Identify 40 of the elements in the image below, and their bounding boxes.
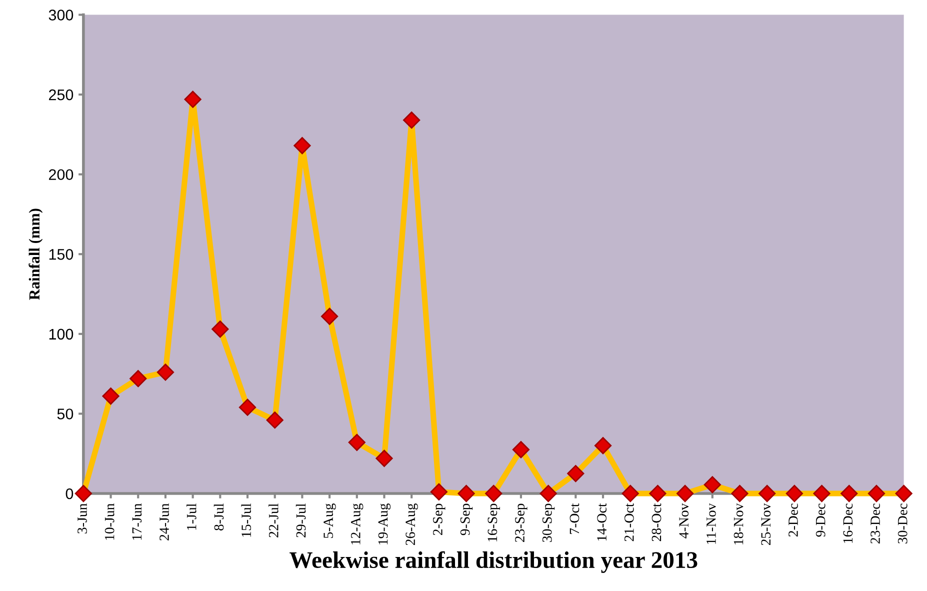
x-tick-label: 30-Sep: [542, 504, 555, 542]
x-tick-label: 16-Sep: [488, 504, 500, 542]
x-tick-label: 24-Jun: [160, 503, 169, 540]
x-tick-label: 9-Sep: [460, 504, 473, 536]
x-axis-title: Weekwise rainfall distribution year 2013: [290, 551, 698, 573]
y-tick-label: 100: [49, 328, 74, 340]
x-tick-label: 15-Jul: [241, 503, 251, 537]
x-tick-label: 8-Jul: [214, 503, 224, 530]
x-tick-label: 7-Oct: [570, 503, 580, 534]
x-tick-label: 18-Nov: [734, 503, 744, 544]
y-tick-label: 250: [48, 89, 74, 100]
x-tick-label: 19-Aug: [378, 503, 391, 544]
x-tick-label: 2-Sep: [433, 504, 446, 535]
y-tick-label: 0: [66, 488, 74, 500]
x-tick-label: 1-Jul: [186, 503, 196, 530]
y-tick-label: 50: [57, 408, 74, 420]
x-tick-label: 28-Oct: [652, 503, 662, 542]
x-tick-label: 25-Nov: [761, 503, 771, 546]
x-tick-label: 16-Dec: [843, 504, 853, 543]
x-tick-label: 23-Sep: [515, 504, 528, 542]
x-tick-label: 3-Jun: [78, 503, 87, 534]
x-tick-label: 30-Dec: [898, 504, 908, 544]
y-axis-title: Rainfall (mm): [28, 208, 43, 300]
x-tick-label: 12-Aug: [351, 503, 364, 544]
x-tick-label: 10-Jun: [104, 503, 114, 540]
y-tick-label: 150: [49, 249, 74, 260]
x-tick-label: 23-Dec: [870, 504, 880, 544]
x-tick-label: 22-Jul: [268, 503, 278, 538]
x-tick-label: 17-Jun: [132, 503, 142, 540]
x-tick-label: 4-Nov: [679, 503, 689, 538]
x-tick-label: 21-Oct: [624, 503, 634, 542]
y-tick-label: 300: [48, 10, 74, 20]
x-tick-label: 29-Jul: [296, 503, 306, 538]
x-tick-label: 26-Aug: [406, 503, 418, 546]
x-tick-label: 14-Oct: [597, 503, 606, 541]
x-tick-label: 5-Aug: [324, 503, 336, 538]
x-tick-label: 2-Dec: [788, 504, 798, 537]
y-tick-label: 200: [48, 169, 74, 180]
x-tick-label: 11-Nov: [706, 503, 716, 544]
x-tick-label: 9-Dec: [816, 504, 826, 537]
